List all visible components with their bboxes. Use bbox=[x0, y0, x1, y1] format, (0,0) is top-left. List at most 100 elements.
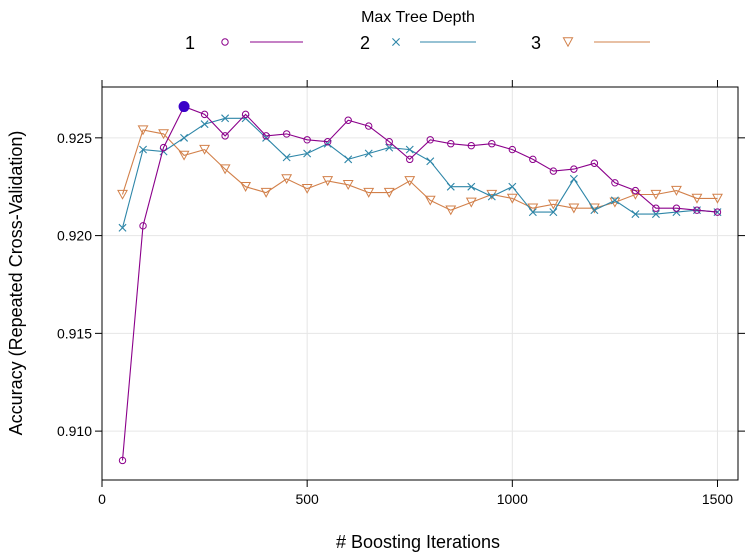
data-point-series-3 bbox=[527, 203, 539, 214]
data-point-series-3 bbox=[712, 193, 723, 204]
data-point-series-3 bbox=[383, 187, 395, 198]
data-point-series-2 bbox=[282, 153, 291, 162]
data-point-series-3 bbox=[301, 183, 313, 194]
data-point-series-1 bbox=[262, 132, 270, 140]
data-point-series-3 bbox=[465, 197, 477, 208]
y-tick-label: 0.910 bbox=[57, 423, 92, 439]
data-point-series-2 bbox=[405, 145, 414, 154]
legend-label-1: 1 bbox=[185, 33, 195, 53]
y-tick-label: 0.925 bbox=[57, 130, 92, 146]
series-line-2 bbox=[121, 117, 718, 228]
axes: 0 500 1000 1500 0.910 0.915 0.920 0.925 bbox=[57, 80, 745, 507]
data-point-series-2 bbox=[385, 143, 394, 152]
y-axis-title: Accuracy (Repeated Cross-Validation) bbox=[6, 131, 26, 436]
data-point-series-1 bbox=[323, 138, 332, 146]
x-tick-label: 1500 bbox=[702, 491, 733, 507]
plot-border bbox=[101, 86, 739, 481]
best-point-marker bbox=[178, 101, 190, 113]
data-point-series-2 bbox=[118, 223, 127, 232]
data-point-series-1 bbox=[385, 138, 393, 146]
x-tick-label: 1000 bbox=[497, 491, 528, 507]
data-point-series-1 bbox=[118, 456, 127, 465]
data-point-series-1 bbox=[406, 155, 414, 164]
y-tick-label: 0.915 bbox=[57, 325, 92, 341]
data-point-series-1 bbox=[221, 132, 229, 140]
data-point-series-3 bbox=[671, 185, 682, 196]
data-point-series-1 bbox=[529, 155, 537, 164]
series-layer bbox=[117, 101, 723, 465]
data-point-series-3 bbox=[281, 174, 293, 185]
data-point-series-2 bbox=[426, 157, 435, 166]
data-point-series-3 bbox=[178, 150, 190, 161]
legend-marker-1 bbox=[221, 38, 229, 46]
data-point-series-1 bbox=[549, 167, 558, 175]
data-point-series-2 bbox=[200, 120, 209, 129]
data-point-series-2 bbox=[446, 182, 455, 191]
data-point-series-2 bbox=[487, 192, 496, 201]
data-point-series-3 bbox=[404, 176, 416, 187]
data-point-series-3 bbox=[342, 180, 354, 191]
legend-title: Max Tree Depth bbox=[361, 9, 475, 26]
legend: Max Tree Depth 1 2 3 bbox=[185, 9, 650, 53]
data-point-series-1 bbox=[652, 204, 660, 212]
data-point-series-1 bbox=[447, 140, 455, 148]
data-point-series-2 bbox=[467, 182, 476, 191]
data-point-series-1 bbox=[241, 110, 250, 119]
data-point-series-1 bbox=[282, 130, 291, 138]
data-point-series-2 bbox=[221, 114, 230, 123]
data-point-series-3 bbox=[691, 193, 703, 204]
data-point-series-3 bbox=[117, 189, 128, 200]
data-point-series-2 bbox=[139, 145, 148, 154]
data-point-series-1 bbox=[344, 116, 352, 124]
data-point-series-3 bbox=[547, 199, 559, 210]
series-1 bbox=[118, 102, 722, 465]
x-axis-title: # Boosting Iterations bbox=[336, 532, 500, 552]
data-point-series-1 bbox=[365, 122, 373, 130]
data-point-series-2 bbox=[631, 210, 640, 219]
x-tick-label: 500 bbox=[295, 491, 319, 507]
data-point-series-1 bbox=[200, 110, 209, 119]
data-point-series-1 bbox=[611, 179, 619, 187]
data-point-series-3 bbox=[650, 189, 662, 200]
y-tick-label: 0.920 bbox=[57, 228, 92, 244]
data-point-series-3 bbox=[219, 164, 231, 175]
data-point-series-3 bbox=[199, 144, 211, 155]
data-point-series-3 bbox=[424, 195, 436, 206]
data-point-series-2 bbox=[364, 149, 373, 158]
data-point-series-3 bbox=[363, 187, 375, 198]
data-point-series-1 bbox=[303, 136, 311, 144]
data-point-series-2 bbox=[508, 182, 517, 191]
data-point-series-3 bbox=[445, 205, 457, 216]
data-point-series-1 bbox=[467, 141, 475, 150]
data-point-series-3 bbox=[137, 125, 149, 136]
data-point-series-1 bbox=[693, 206, 701, 214]
data-point-series-1 bbox=[426, 136, 434, 144]
data-point-series-1 bbox=[590, 159, 599, 167]
data-point-series-1 bbox=[139, 222, 147, 230]
data-point-series-1 bbox=[159, 143, 168, 152]
legend-marker-3 bbox=[562, 37, 574, 48]
data-point-series-2 bbox=[303, 149, 312, 158]
data-point-series-2 bbox=[549, 208, 558, 217]
legend-label-3: 3 bbox=[531, 33, 541, 53]
data-point-series-3 bbox=[568, 203, 580, 214]
data-point-series-2 bbox=[344, 155, 353, 164]
data-point-series-3 bbox=[240, 182, 252, 192]
data-point-series-3 bbox=[506, 193, 518, 204]
legend-marker-2 bbox=[392, 38, 400, 46]
data-point-series-3 bbox=[260, 187, 272, 198]
data-point-series-2 bbox=[180, 133, 189, 142]
legend-label-2: 2 bbox=[360, 33, 370, 53]
data-point-series-2 bbox=[610, 196, 619, 205]
x-tick-label: 0 bbox=[98, 491, 106, 507]
data-point-series-1 bbox=[672, 204, 681, 212]
series-2 bbox=[118, 114, 722, 232]
data-point-series-1 bbox=[631, 186, 640, 195]
data-point-series-2 bbox=[590, 206, 599, 215]
data-point-series-1 bbox=[713, 208, 722, 216]
data-point-series-1 bbox=[570, 165, 578, 173]
data-point-series-1 bbox=[508, 145, 517, 154]
data-point-series-2 bbox=[569, 174, 578, 183]
